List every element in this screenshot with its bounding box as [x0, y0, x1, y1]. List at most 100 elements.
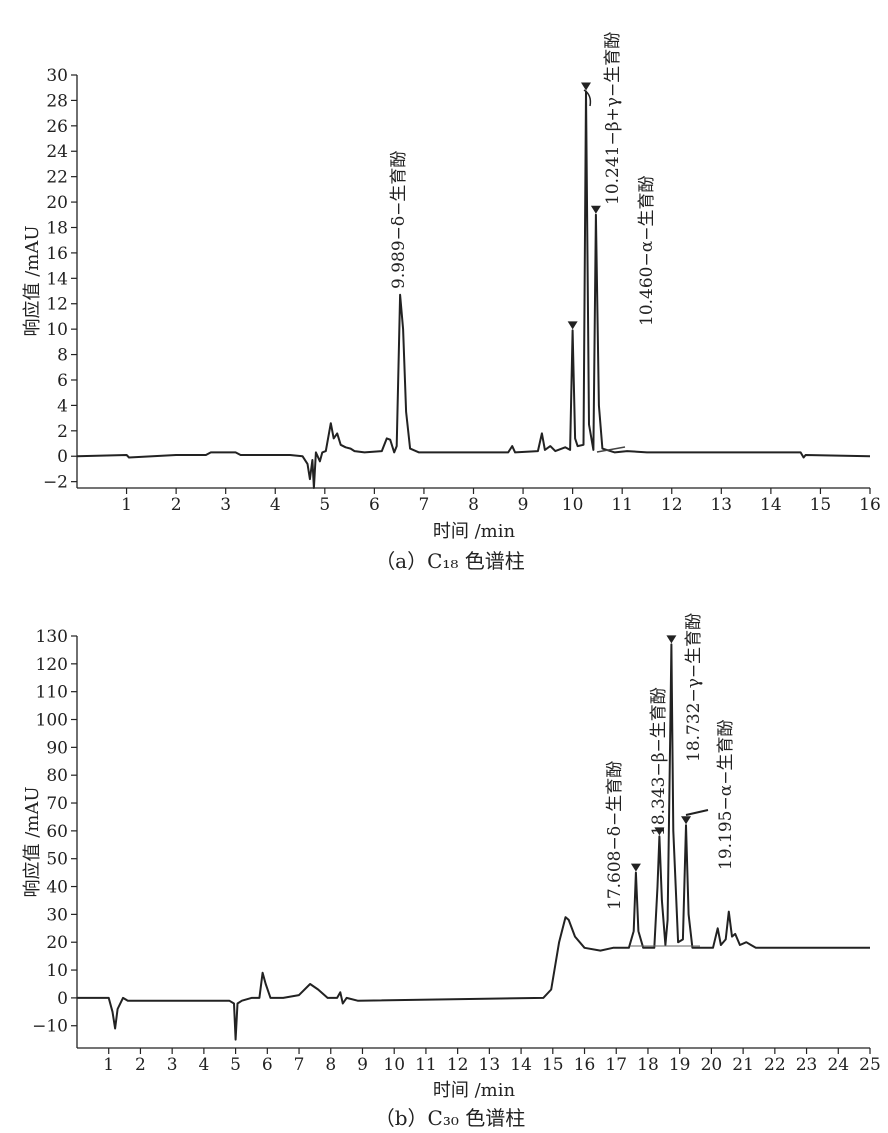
panel-a-peak-hook — [583, 89, 592, 107]
panel-a-x-tick-label: 13 — [710, 495, 732, 515]
panel-a-y-tick-label: 24 — [46, 142, 68, 162]
panel-b-peak-label-3: 18.732−γ−生育酚 — [684, 613, 704, 762]
panel-b-y-tick-label: 40 — [46, 878, 68, 898]
panel-b-y-tick-label: 30 — [46, 905, 68, 925]
panel-a-x-tick-label: 7 — [419, 495, 430, 515]
panel-b-x-tick-label: 6 — [262, 1055, 273, 1075]
panel-b-x-tick-label: 25 — [859, 1055, 881, 1075]
panel-a-y-tick-label: 2 — [57, 422, 68, 442]
panel-a-x-tick-label: 9 — [518, 495, 529, 515]
panel-b-x-tick-label: 8 — [325, 1055, 336, 1075]
panel-a-peak-marker — [590, 205, 601, 214]
panel-b-x-tick-label: 10 — [383, 1055, 405, 1075]
panel-a-y-tick-label: 30 — [46, 66, 68, 86]
panel-a-x-tick-label: 5 — [319, 495, 330, 515]
panel-b-x-tick-label: 5 — [230, 1055, 241, 1075]
panel-b-caption: （b）C₃₀ 色谱柱 — [375, 1106, 526, 1128]
panel-a-x-tick-label: 1 — [121, 495, 132, 515]
panel-a-y-tick-label: 26 — [46, 117, 68, 137]
panel-a-y-tick-label: 28 — [46, 91, 68, 111]
panel-b-trace — [77, 643, 870, 1041]
panel-b-x-tick-label: 19 — [669, 1055, 691, 1075]
panel-a-x-tick-label: 11 — [611, 495, 633, 515]
panel-b-peak-marker — [630, 863, 641, 872]
panel-a-x-tick-label: 6 — [369, 495, 380, 515]
panel-b-x-tick-label: 17 — [605, 1055, 627, 1075]
panel-b-x-tick-label: 2 — [135, 1055, 146, 1075]
panel-a-x-tick-label: 14 — [760, 495, 782, 515]
panel-a-peak-markers — [567, 82, 601, 330]
panel-a-y-tick-label: 0 — [57, 447, 68, 467]
panel-a-y-tick-label: 8 — [57, 346, 68, 366]
panel-b-x-axis-label: 时间 /min — [433, 1080, 516, 1101]
panel-b-x-tick-label: 23 — [796, 1055, 818, 1075]
panel-b-x-tick-label: 21 — [732, 1055, 754, 1075]
panel-a-y-tick-label: −2 — [43, 473, 68, 493]
panel-a-y-tick-label: 6 — [57, 371, 68, 391]
panel-a-caption: （a）C₁₈ 色谱柱 — [375, 549, 525, 573]
panel-b-x-tick-label: 9 — [357, 1055, 368, 1075]
panel-a-peak-label-2: 10.241−β+γ−生育酚 — [603, 32, 623, 205]
panel-a-y-tick-label: 14 — [46, 269, 68, 289]
panel-b-x-tick-label: 18 — [637, 1055, 659, 1075]
panel-b-x-tick-label: 14 — [510, 1055, 532, 1075]
panel-b-x-tick-label: 20 — [701, 1055, 723, 1075]
panel-b-y-tick-label: 110 — [36, 683, 68, 703]
panel-b-peak-marker — [654, 827, 665, 836]
panel-b-y-tick-label: 20 — [46, 933, 68, 953]
panel-b-y-tick-label: −10 — [32, 1017, 68, 1037]
panel-a-x-tick-label: 8 — [468, 495, 479, 515]
panel-b-y-tick-label: 90 — [46, 738, 68, 758]
panel-b-x-tick-label: 7 — [294, 1055, 305, 1075]
panel-a-y-tick-label: 16 — [46, 244, 68, 264]
panel-b-y-tick-label: 130 — [36, 627, 68, 647]
panel-a-y-tick-label: 4 — [57, 396, 68, 416]
panel-b-peak-label-1: 17.608−δ−生育酚 — [605, 761, 625, 910]
panel-b-y-tick-label: 10 — [46, 961, 68, 981]
panel-a-y-tick-label: 20 — [46, 193, 68, 213]
panel-b-x-tick-label: 15 — [542, 1055, 564, 1075]
panel-b-peak-label-2: 18.343−β−生育酚 — [649, 687, 669, 836]
panel-b-peak-marker — [681, 816, 692, 825]
panel-a-y-tick-label: 12 — [46, 295, 68, 315]
panel-a-peak-label-3: 10.460−α−生育酚 — [637, 176, 657, 326]
panel-a-x-tick-label: 12 — [661, 495, 683, 515]
panel-a-peak-marker — [581, 82, 592, 91]
panel-b-x-tick-label: 16 — [574, 1055, 596, 1075]
panel-b-y-tick-label: 0 — [57, 989, 68, 1009]
panel-b-y-axis-label: 响应值 /mAU — [22, 786, 43, 897]
panel-b-x-tick-label: 1 — [103, 1055, 114, 1075]
panel-b-y-tick-label: 50 — [46, 850, 68, 870]
panel-b-x-tick-label: 4 — [198, 1055, 209, 1075]
panel-a-trace — [76, 90, 871, 489]
panel-b-x-tick-label: 22 — [764, 1055, 786, 1075]
panel-b-y-tick-label: 70 — [46, 794, 68, 814]
panel-a-x-tick-label: 2 — [171, 495, 182, 515]
panel-a-peak-label-1: 9.989−δ−生育酚 — [389, 151, 409, 289]
panel-a-x-tick-label: 15 — [810, 495, 832, 515]
panel-b-y-tick-label: 80 — [46, 766, 68, 786]
panel-b-x-tick-label: 24 — [827, 1055, 849, 1075]
panel-b-peak-label-4: 19.195−α−生育酚 — [716, 720, 736, 870]
panel-a-y-tick-label: 10 — [46, 320, 68, 340]
panel-b-peak-marker — [666, 635, 677, 644]
panel-a-x-tick-label: 10 — [562, 495, 584, 515]
panel-b-x-ticks: 1 2 3 4 5 6 7 8 9 10 11 12 13 14 15 16 17 18 19 20 21 22 23 24 2… — [103, 1048, 881, 1075]
panel-a-baseline-marker — [596, 446, 626, 453]
panel-b-y-ticks: −10 0 10 20 30 40 50 60 70 80 90 100 110 120 130 — [32, 627, 77, 1037]
panel-a-y-tick-label: 22 — [46, 168, 68, 188]
panel-b-y-tick-label: 120 — [36, 655, 68, 675]
panel-b-x-tick-label: 13 — [479, 1055, 501, 1075]
panel-a-x-ticks: 1 2 3 4 5 6 7 8 9 10 11 12 13 14 15 16 — [121, 488, 881, 515]
panel-a-x-axis-label: 时间 /min — [433, 521, 516, 542]
panel-a-x-tick-label: 4 — [270, 495, 281, 515]
panel-b-y-tick-label: 100 — [36, 711, 68, 731]
panel-b-peak-markers — [630, 635, 692, 872]
panel-b-x-tick-label: 12 — [447, 1055, 469, 1075]
panel-b-x-tick-label: 11 — [415, 1055, 437, 1075]
